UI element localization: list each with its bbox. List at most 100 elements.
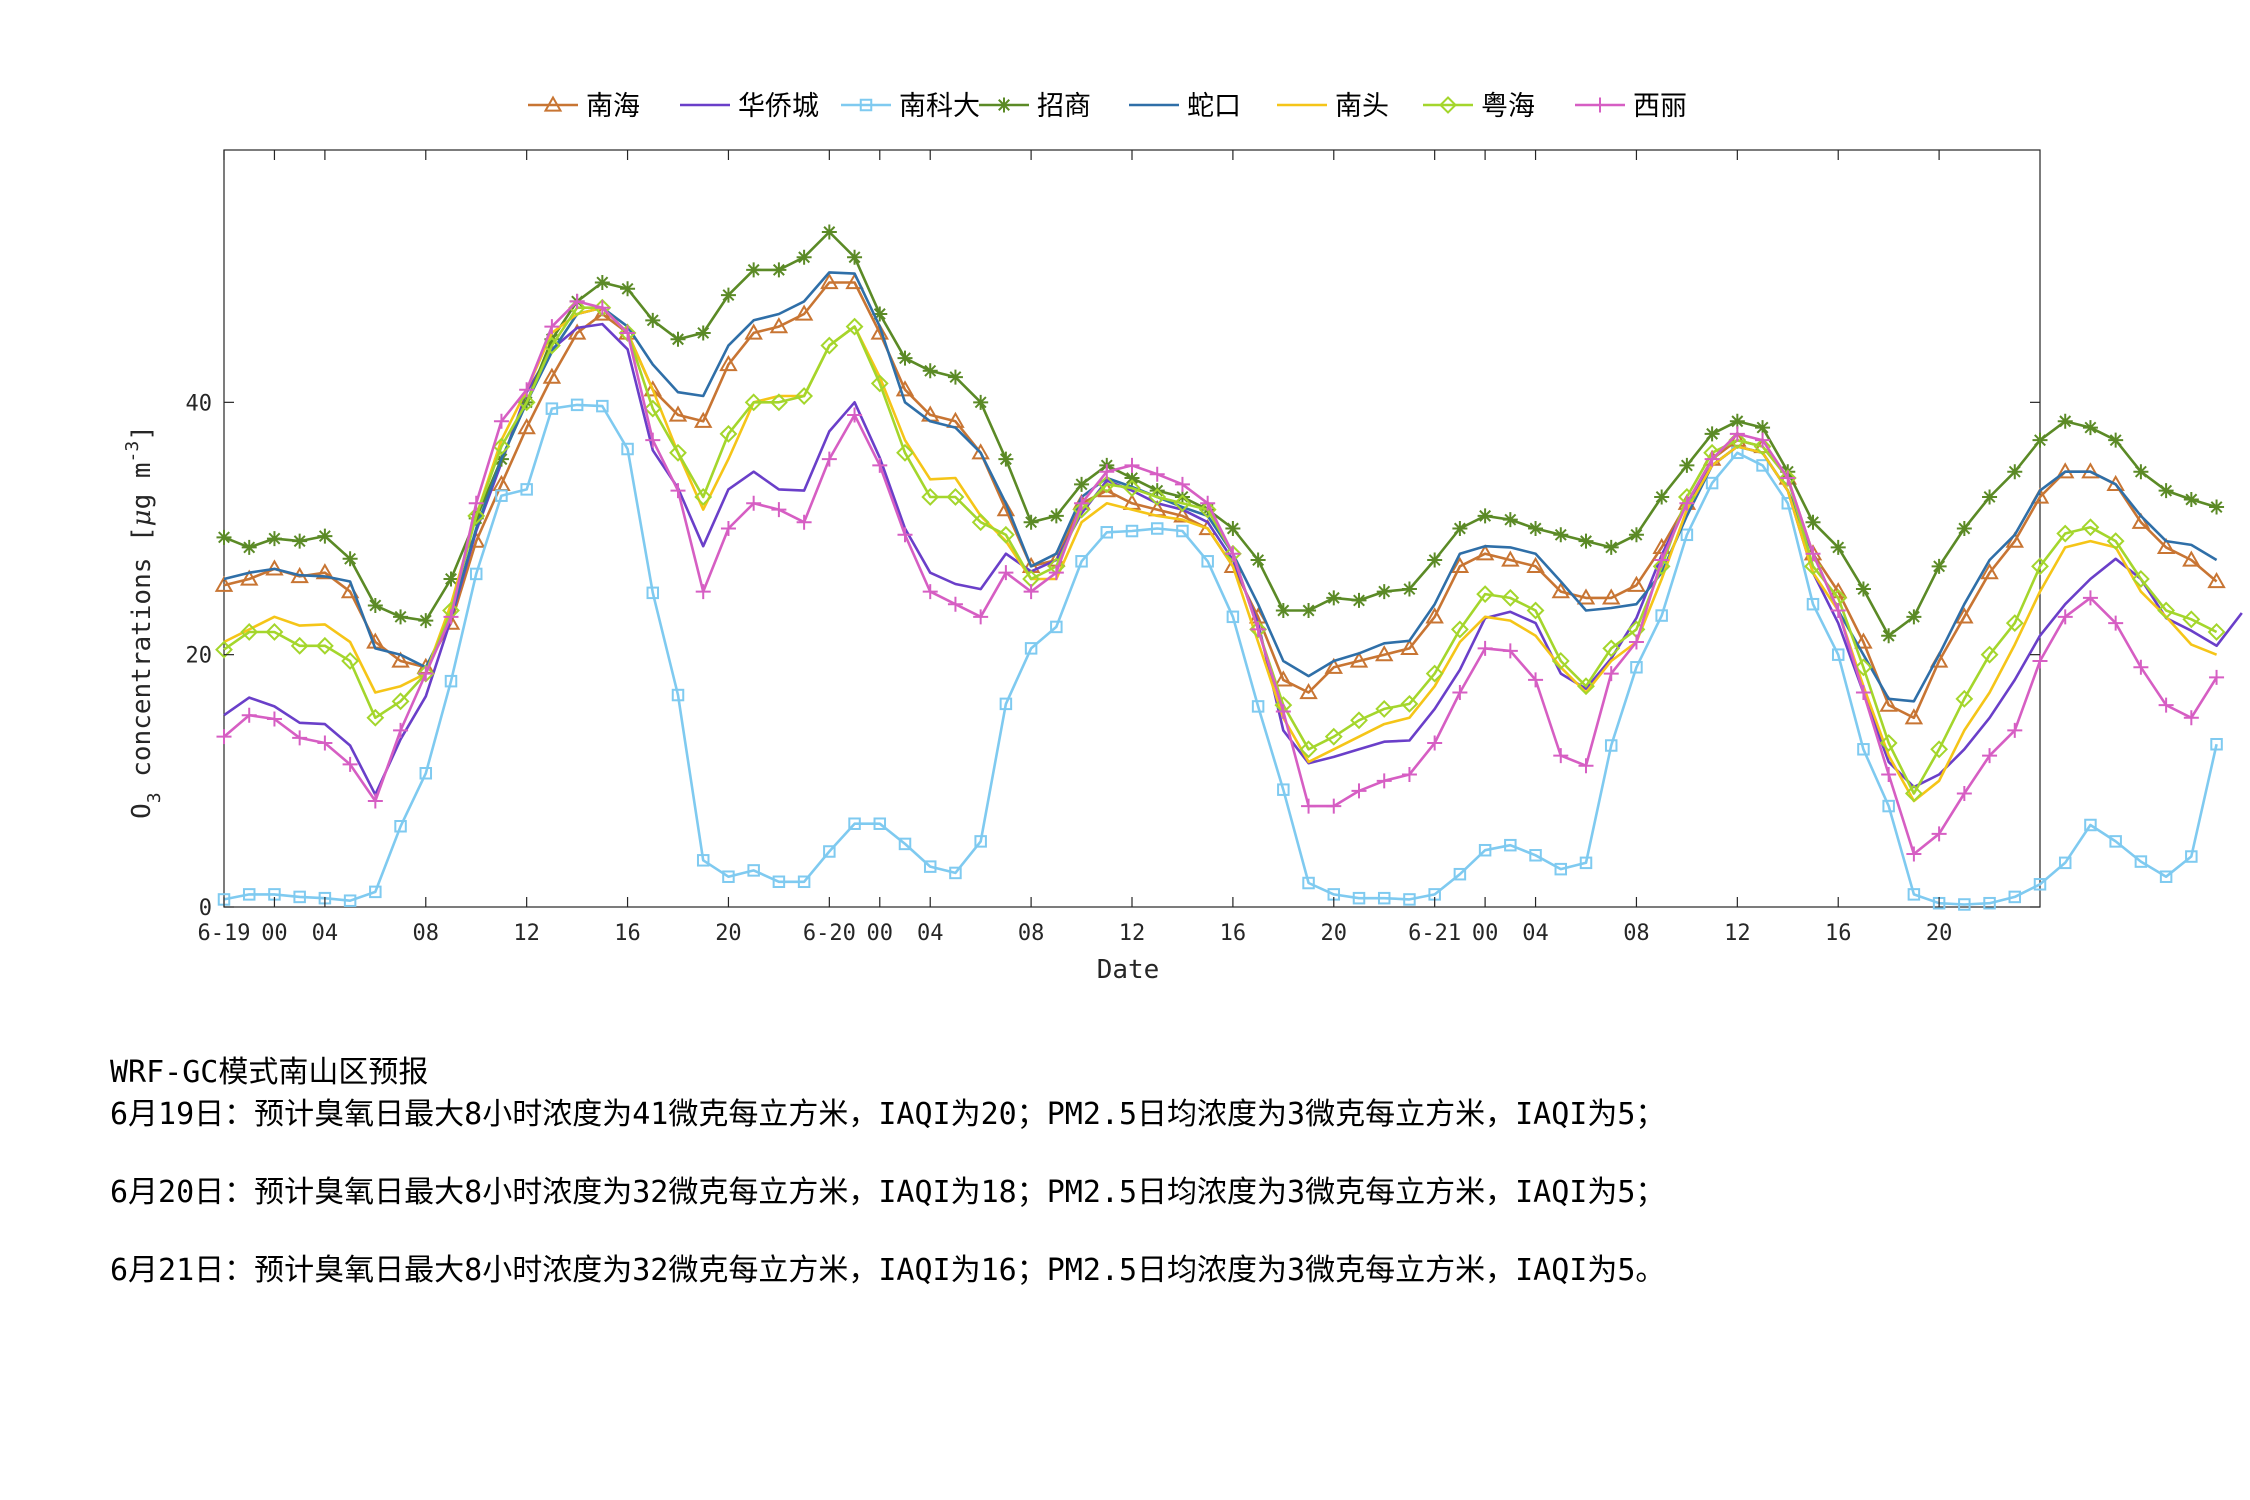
data-point	[621, 442, 634, 456]
series-line	[223, 306, 2218, 795]
data-point	[1097, 475, 1116, 494]
data-point	[1904, 708, 1924, 725]
data-point	[1452, 685, 1468, 701]
data-point	[1450, 556, 1470, 573]
x-tick-label: 12	[1724, 921, 1751, 946]
data-point	[517, 418, 536, 435]
data-point	[1200, 495, 1216, 511]
data-point	[393, 722, 409, 738]
data-point	[1855, 685, 1871, 701]
legend-item: 南科大	[841, 91, 980, 122]
data-point	[922, 363, 938, 379]
data-point	[1603, 666, 1619, 682]
data-point	[569, 293, 585, 309]
data-point	[1225, 521, 1241, 536]
data-point	[722, 870, 735, 883]
data-point	[493, 413, 509, 429]
data-point	[1250, 621, 1266, 637]
data-point	[1501, 550, 1520, 567]
series-line	[223, 306, 2218, 803]
forecast-title: WRF-GC模式南山区预报	[110, 1055, 429, 1090]
data-point	[1099, 464, 1115, 480]
data-point	[596, 399, 609, 413]
data-point	[1654, 489, 1670, 505]
data-point	[495, 489, 508, 502]
data-point	[747, 864, 760, 877]
data-point	[367, 793, 383, 809]
legend-marker	[543, 95, 563, 112]
data-point	[1554, 862, 1568, 876]
data-point	[1526, 556, 1545, 573]
data-point	[973, 609, 989, 625]
data-point	[1478, 843, 1492, 857]
x-tick-label: 00	[867, 921, 894, 946]
data-point	[1528, 672, 1544, 688]
data-point	[870, 374, 889, 393]
data-point	[1831, 648, 1845, 661]
data-point	[1401, 767, 1417, 783]
x-tick-label: 08	[413, 921, 440, 946]
data-point	[517, 393, 536, 412]
data-point	[570, 398, 584, 412]
x-tick-label: 12	[1119, 921, 1146, 946]
data-point	[1830, 539, 1846, 555]
data-point	[1705, 476, 1719, 490]
data-point	[1931, 826, 1947, 842]
x-axis-label: Date	[1097, 955, 1160, 985]
data-point	[1352, 891, 1366, 905]
data-point	[1958, 898, 1971, 911]
data-point	[2182, 550, 2201, 567]
legend-item: 蛇口	[1129, 91, 1241, 122]
data-point	[1427, 552, 1443, 568]
data-point	[2108, 615, 2124, 631]
data-point	[2157, 601, 2176, 620]
data-point	[1275, 703, 1291, 719]
data-point	[1403, 893, 1416, 906]
data-point	[1931, 558, 1947, 574]
plot-frame	[223, 149, 2041, 908]
data-point	[2082, 590, 2098, 606]
data-point	[594, 274, 610, 290]
x-tick-label: 04	[917, 921, 944, 946]
data-point	[1299, 683, 1318, 700]
data-point	[2158, 697, 2174, 713]
data-point	[1502, 512, 1518, 528]
data-point	[1603, 539, 1619, 555]
data-point	[241, 539, 257, 555]
data-point	[1226, 610, 1240, 624]
data-point	[921, 488, 940, 506]
data-point	[2033, 878, 2047, 891]
x-tick-label: 08	[1623, 921, 1650, 946]
data-point	[292, 533, 308, 549]
data-point	[796, 514, 812, 530]
data-point	[769, 393, 788, 412]
data-point	[545, 402, 559, 415]
data-point	[1450, 620, 1469, 639]
series-南海	[214, 272, 2226, 725]
data-point	[845, 317, 864, 336]
data-point	[1502, 643, 1518, 659]
data-point	[393, 609, 409, 625]
data-point	[771, 262, 787, 278]
data-point	[620, 325, 636, 341]
data-point	[820, 272, 839, 290]
data-point	[1125, 524, 1139, 538]
data-point	[1904, 784, 1923, 803]
data-point	[1881, 628, 1897, 644]
data-point	[1755, 420, 1771, 436]
data-point	[1149, 466, 1165, 482]
series-layer	[214, 224, 2243, 911]
data-point	[671, 688, 685, 702]
data-point	[1250, 552, 1266, 568]
data-point	[1124, 470, 1140, 486]
legend-label: 南科大	[899, 91, 980, 122]
data-point	[1906, 609, 1922, 625]
data-point	[1602, 639, 1621, 658]
legend-item: 南头	[1277, 91, 1389, 122]
data-point	[1400, 638, 1419, 655]
data-point	[720, 521, 736, 536]
data-point	[719, 424, 738, 443]
data-point	[2159, 870, 2173, 883]
data-point	[746, 262, 762, 278]
data-point	[694, 488, 713, 506]
